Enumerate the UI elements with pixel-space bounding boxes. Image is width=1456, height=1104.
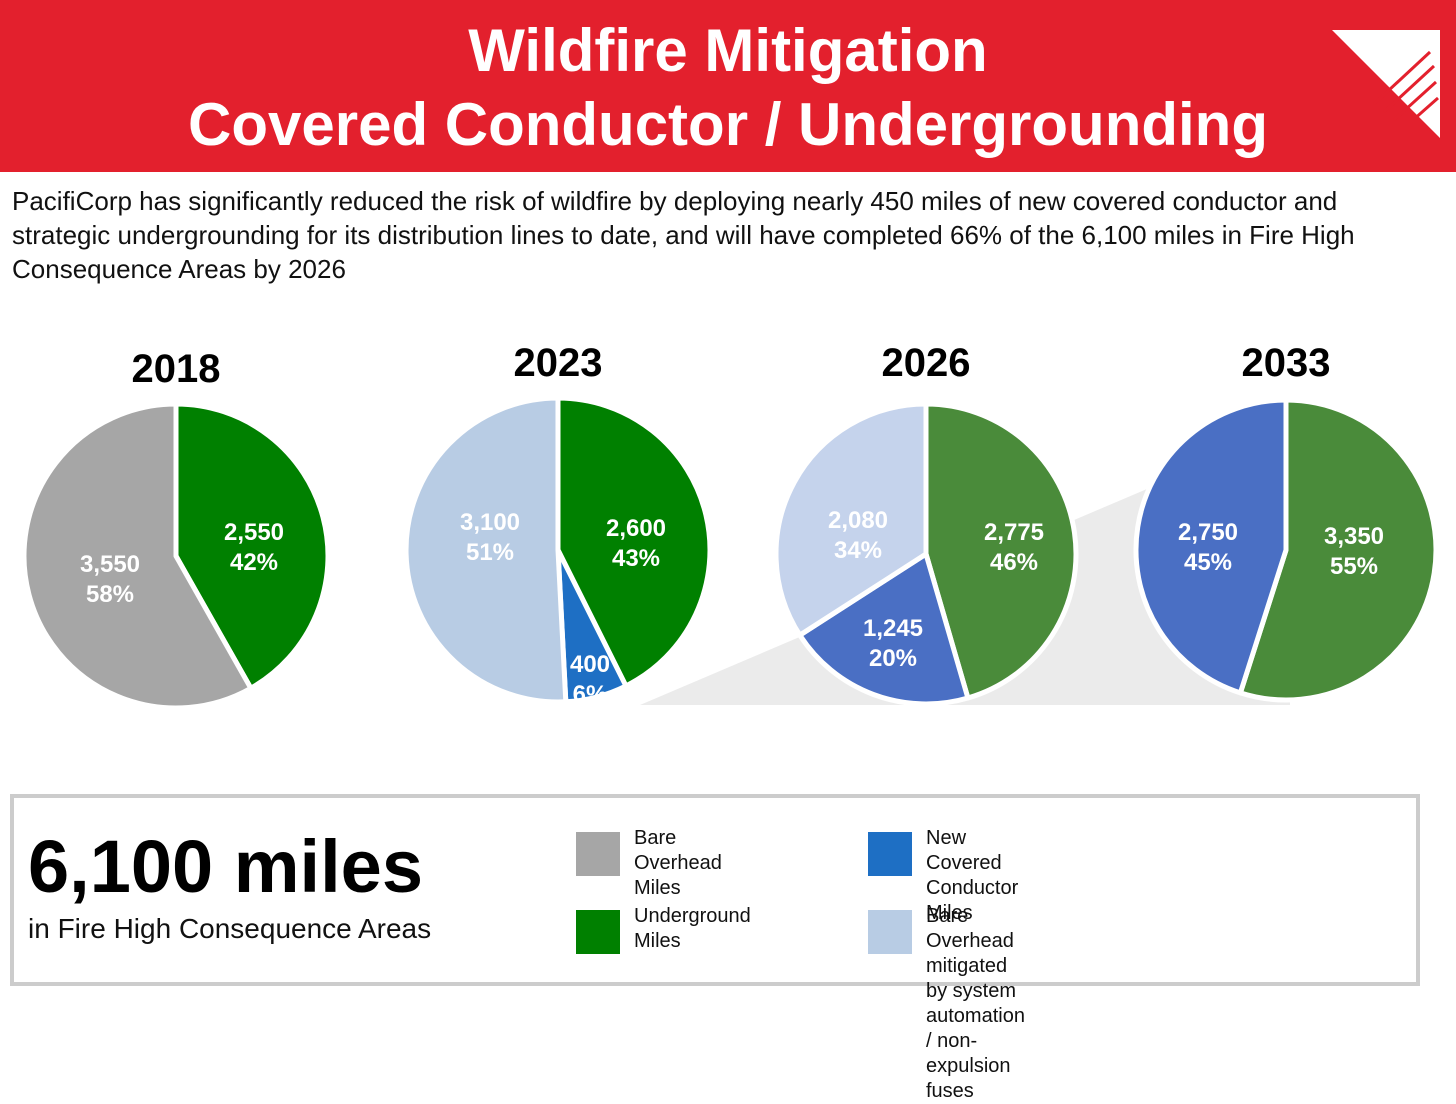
- pie-slice: [923, 401, 1079, 701]
- slice-percent-label: 6%: [573, 681, 608, 708]
- pie-slice: [797, 551, 971, 707]
- chart-title: 2026: [882, 341, 971, 385]
- pie-slice: [773, 401, 929, 638]
- pie-slice: [173, 401, 331, 691]
- slice-percent-label: 20%: [869, 645, 917, 672]
- slice-value-label: 1,245: [863, 615, 923, 642]
- slice-value-label: 2,600: [606, 515, 666, 542]
- legend-label: Underground Miles: [634, 905, 751, 952]
- legend-label: Bare Overhead mitigated by system automa…: [926, 905, 1025, 1102]
- pie-slice: [555, 395, 713, 689]
- slice-value-label: 2,775: [984, 519, 1044, 546]
- chart-title: 2018: [132, 347, 221, 391]
- header-banner: Wildfire Mitigation Covered Conductor / …: [0, 0, 1456, 172]
- total-miles-value: 6,100 miles: [28, 825, 423, 908]
- pie-slice: [1237, 397, 1439, 703]
- pie-slice: [403, 395, 569, 705]
- slice-value-label: 2,550: [224, 519, 284, 546]
- background-wedge: [200, 428, 1290, 705]
- slice-value-label: 2,080: [828, 507, 888, 534]
- triangle-lines-logo-icon: [1332, 30, 1440, 138]
- slice-percent-label: 34%: [834, 537, 882, 564]
- page-subtitle: Covered Conductor / Undergrounding: [188, 91, 1268, 158]
- slice-value-label: 3,100: [460, 509, 520, 536]
- legend-label: Bare Overhead Miles: [634, 827, 722, 899]
- chart-title: 2023: [514, 341, 603, 385]
- slice-percent-label: 42%: [230, 549, 278, 576]
- intro-paragraph: PacifiCorp has significantly reduced the…: [12, 186, 1355, 284]
- legend-swatch: [868, 832, 912, 876]
- pie-chart-2023: 2023 2,600 43% 400 6% 3,100 51%: [403, 341, 713, 708]
- slice-value-label: 3,550: [80, 551, 140, 578]
- slice-percent-label: 46%: [990, 549, 1038, 576]
- legend-swatch: [576, 910, 620, 954]
- pie-chart-2018: 2018 2,550 42% 3,550 58%: [21, 347, 331, 711]
- slice-percent-label: 43%: [612, 545, 660, 572]
- legend-swatch: [576, 832, 620, 876]
- legend-label: New Covered Conductor Miles: [926, 827, 1019, 924]
- pie-chart-2033: 2033 3,350 55% 2,750 45%: [1133, 341, 1439, 703]
- pie-chart-2026: 2026 2,775 46% 1,245 20% 2,080 34%: [773, 341, 1079, 707]
- chart-title: 2033: [1242, 341, 1331, 385]
- slice-percent-label: 51%: [466, 539, 514, 566]
- total-miles-caption: in Fire High Consequence Areas: [28, 913, 432, 944]
- slice-value-label: 400: [570, 651, 610, 678]
- legend-panel: 6,100 miles in Fire High Consequence Are…: [10, 794, 1420, 1102]
- legend-swatch: [868, 910, 912, 954]
- pie-slice: [1133, 397, 1289, 696]
- slice-percent-label: 45%: [1184, 549, 1232, 576]
- page-title: Wildfire Mitigation: [468, 17, 988, 84]
- slice-percent-label: 55%: [1330, 553, 1378, 580]
- pie-charts: 2018 2,550 42% 3,550 58% 2023 2,600 43% 400 6% 3,1…: [21, 341, 1439, 711]
- pie-slice: [21, 401, 254, 711]
- slice-value-label: 3,350: [1324, 523, 1384, 550]
- slice-percent-label: 58%: [86, 581, 134, 608]
- slice-value-label: 2,750: [1178, 519, 1238, 546]
